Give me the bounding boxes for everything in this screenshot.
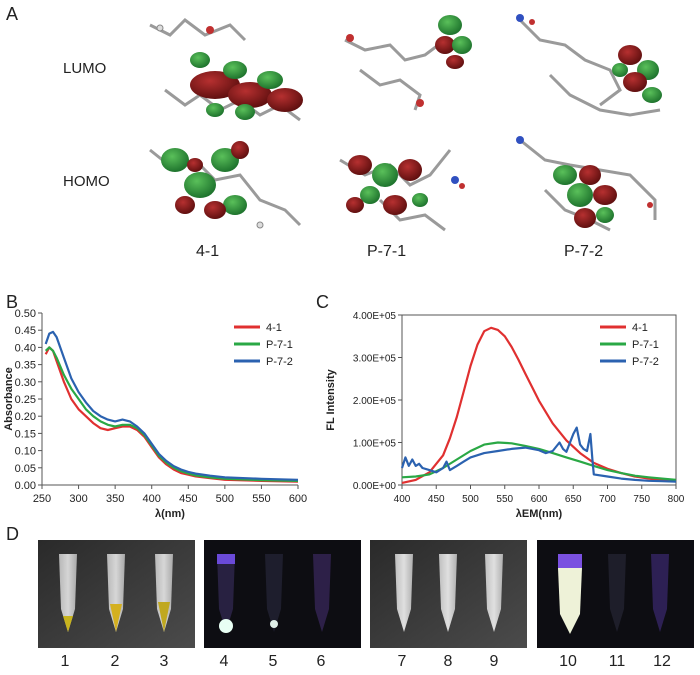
y-tick-label: 1.00E+05: [353, 439, 397, 450]
panel-label-d: D: [6, 524, 19, 544]
y-tick-label: 0.00E+00: [353, 481, 397, 492]
y-tick-label: 0.20: [15, 411, 36, 423]
x-tick-label: 450: [428, 494, 445, 505]
molecule-label-p-7-1: P-7-1: [367, 243, 407, 260]
photo-tubes-10-12: [537, 540, 694, 648]
x-tick-label: 750: [633, 494, 650, 505]
tube-number-8: 8: [443, 653, 453, 670]
tube-number-7: 7: [397, 653, 407, 670]
tube-photos: [38, 540, 694, 648]
plot-frame: [42, 313, 298, 485]
legend-label-p-7-2: P-7-2: [632, 356, 659, 368]
x-tick-label: 550: [496, 494, 513, 505]
y-axis-label: Absorbance: [3, 367, 15, 431]
x-tick-label: 700: [599, 494, 616, 505]
y-axis-label: FL Intensity: [325, 368, 337, 430]
molecule-label-4-1: 4-1: [196, 243, 220, 260]
legend-label-p-7-1: P-7-1: [266, 339, 293, 351]
tube-number-10: 10: [559, 653, 577, 670]
y-tick-label: 4.00E+05: [353, 311, 397, 322]
y-tick-label: 0.40: [15, 342, 36, 354]
orbital-p-7-1-homo: [339, 149, 465, 232]
tube-number-3: 3: [159, 653, 169, 670]
tube-number-5: 5: [268, 653, 278, 670]
series-line-4-1: [401, 326, 677, 484]
x-tick-label: 650: [565, 494, 582, 505]
y-tick-label: 0.30: [15, 377, 36, 389]
orbital-4-1-homo: [149, 141, 302, 229]
x-tick-label: 500: [216, 493, 234, 505]
series-line-4-1: [44, 346, 299, 483]
panel-label-c: C: [316, 292, 329, 312]
x-tick-label: 300: [69, 493, 87, 505]
legend-label-p-7-1: P-7-1: [632, 339, 659, 351]
orbital-p-7-1-lumo: [344, 15, 472, 111]
photo-tubes-7-9: [370, 540, 527, 648]
photo-tubes-4-6: [204, 540, 361, 648]
series-line-p-7-2: [44, 330, 299, 481]
orbital-row-label-lumo: LUMO: [63, 60, 107, 77]
tube-number-12: 12: [653, 653, 671, 670]
y-tick-label: 0.15: [15, 428, 36, 440]
x-axis-label: λEM(nm): [516, 508, 563, 520]
tube-number-1: 1: [60, 653, 70, 670]
orbital-p-7-2-lumo: [516, 14, 662, 117]
y-tick-label: 0.50: [15, 308, 36, 320]
x-tick-label: 600: [531, 494, 548, 505]
panel-label-b: B: [6, 292, 19, 312]
orbital-p-7-2-homo: [516, 136, 657, 232]
x-tick-label: 350: [106, 493, 124, 505]
y-tick-label: 0.00: [15, 480, 36, 492]
x-tick-label: 550: [252, 493, 270, 505]
tube-number-9: 9: [489, 653, 499, 670]
y-tick-label: 0.45: [15, 325, 36, 337]
series-line-p-7-1: [44, 346, 299, 482]
y-tick-label: 0.35: [15, 360, 36, 372]
y-tick-label: 3.00E+05: [353, 354, 397, 365]
x-tick-label: 400: [394, 494, 411, 505]
y-tick-label: 0.10: [15, 446, 36, 458]
tube-number-11: 11: [608, 653, 626, 670]
molecule-label-p-7-2: P-7-2: [564, 243, 604, 260]
series-line-p-7-2: [400, 426, 677, 483]
legend-label-4-1: 4-1: [266, 322, 282, 334]
legend-label-p-7-2: P-7-2: [266, 356, 293, 368]
series-line-p-7-1: [401, 441, 677, 481]
tube-number-2: 2: [110, 653, 120, 670]
x-tick-label: 250: [33, 493, 51, 505]
orbital-4-1-lumo: [149, 18, 303, 122]
orbital-figure: [149, 14, 662, 232]
photo-tubes-1-3: [38, 540, 195, 648]
x-tick-label: 400: [143, 493, 161, 505]
x-tick-label: 600: [289, 493, 307, 505]
x-tick-label: 450: [179, 493, 197, 505]
x-axis-label: λ(nm): [155, 508, 185, 520]
x-tick-label: 500: [462, 494, 479, 505]
orbital-row-label-homo: HOMO: [63, 173, 110, 190]
tube-number-6: 6: [316, 653, 326, 670]
y-tick-label: 0.05: [15, 463, 36, 475]
absorbance-chart: 0.00 0.05 0.10 0.15 0.20 0.25 0.30 0.35 0.40 0.45…: [3, 308, 307, 520]
y-tick-label: 2.00E+05: [353, 396, 397, 407]
panel-label-a: A: [6, 4, 19, 24]
legend-label-4-1: 4-1: [632, 322, 648, 334]
x-tick-label: 800: [668, 494, 685, 505]
fl-intensity-chart: 0.00E+00 1.00E+05 2.00E+05 3.00E+05 4.00E+05…: [325, 311, 685, 520]
y-tick-label: 0.25: [15, 394, 36, 406]
tube-number-4: 4: [219, 653, 229, 670]
